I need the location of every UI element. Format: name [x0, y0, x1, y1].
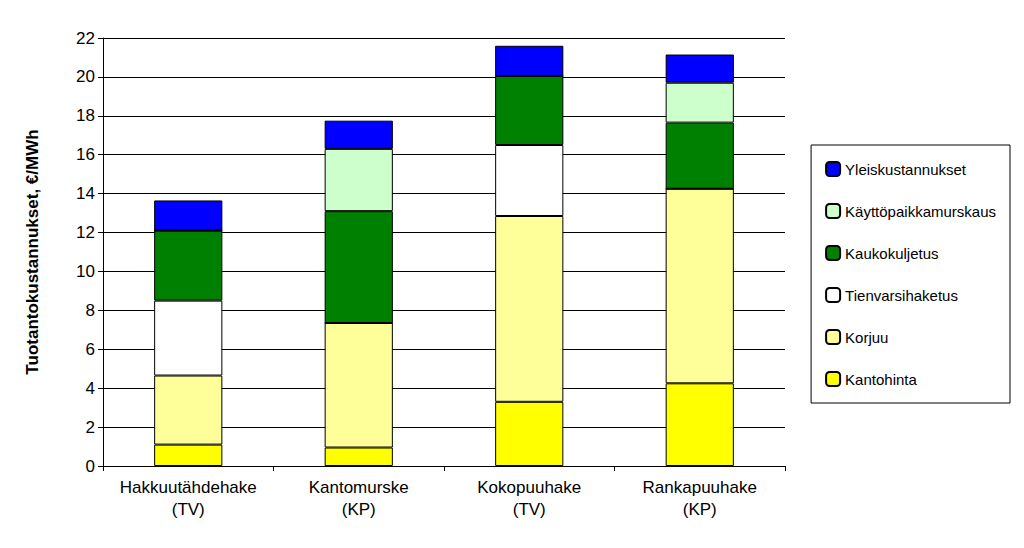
svg-text:Korjuu: Korjuu [845, 329, 888, 346]
svg-text:22: 22 [76, 29, 95, 48]
svg-text:8: 8 [86, 301, 95, 320]
svg-text:Tienvarsihaketus: Tienvarsihaketus [845, 287, 958, 304]
svg-text:6: 6 [86, 340, 95, 359]
svg-text:Kantohinta: Kantohinta [845, 371, 917, 388]
svg-text:(KP): (KP) [683, 500, 717, 519]
svg-text:Tuotantokustannukset, €/MWh: Tuotantokustannukset, €/MWh [23, 129, 42, 374]
svg-text:Hakkuutähdehake: Hakkuutähdehake [120, 478, 257, 497]
svg-text:16: 16 [76, 145, 95, 164]
svg-text:12: 12 [76, 223, 95, 242]
svg-text:2: 2 [86, 418, 95, 437]
svg-text:18: 18 [76, 106, 95, 125]
svg-text:14: 14 [76, 184, 95, 203]
svg-text:4: 4 [86, 379, 95, 398]
svg-text:(KP): (KP) [342, 500, 376, 519]
svg-text:10: 10 [76, 262, 95, 281]
svg-text:Rankapuuhake: Rankapuuhake [643, 478, 757, 497]
svg-text:(TV): (TV) [513, 500, 546, 519]
svg-text:Yleiskustannukset: Yleiskustannukset [845, 161, 967, 178]
svg-text:20: 20 [76, 67, 95, 86]
svg-text:(TV): (TV) [172, 500, 205, 519]
svg-text:Käyttöpaikkamurskaus: Käyttöpaikkamurskaus [845, 203, 996, 220]
svg-text:Kantomurske: Kantomurske [309, 478, 409, 497]
svg-text:0: 0 [86, 457, 95, 476]
svg-text:Kokopuuhake: Kokopuuhake [477, 478, 581, 497]
svg-text:Kaukokuljetus: Kaukokuljetus [845, 245, 938, 262]
